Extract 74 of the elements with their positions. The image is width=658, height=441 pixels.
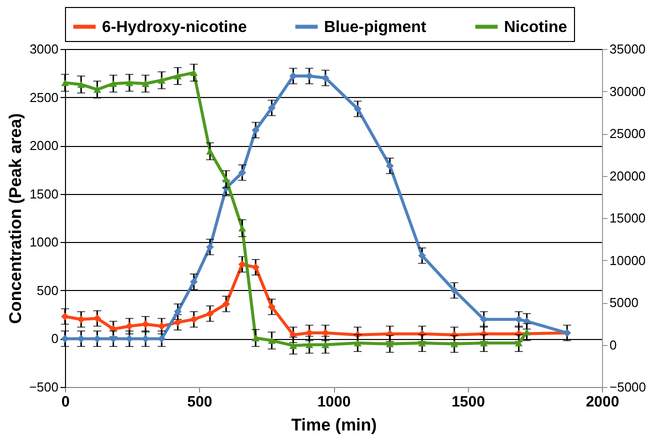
point — [354, 340, 362, 346]
point — [190, 278, 198, 286]
point — [386, 340, 394, 348]
point — [77, 81, 85, 88]
y2-tick-label: 35000 — [610, 42, 646, 56]
point — [206, 148, 214, 155]
point — [514, 340, 523, 346]
y-tick-label: 2500 — [30, 90, 58, 105]
point — [109, 80, 118, 87]
point — [77, 316, 85, 324]
y-tick-label: 0 — [51, 331, 58, 346]
x-tick-label: 1000 — [317, 394, 351, 410]
point — [126, 322, 134, 330]
point — [206, 310, 214, 318]
point — [522, 328, 531, 336]
point — [450, 340, 458, 348]
point — [450, 286, 458, 294]
point — [190, 316, 198, 324]
point — [418, 252, 426, 260]
point — [252, 263, 260, 272]
point — [289, 342, 298, 349]
y-tick-label: 1500 — [30, 186, 58, 202]
point — [61, 312, 69, 320]
point — [142, 320, 150, 328]
point — [142, 80, 150, 87]
point — [480, 340, 488, 346]
x-tick-label: 2000 — [586, 394, 620, 410]
point — [174, 72, 182, 80]
point — [174, 308, 182, 316]
y-tick-label: 1000 — [30, 234, 58, 250]
point — [190, 69, 198, 76]
point — [322, 74, 330, 82]
point — [268, 302, 276, 311]
y2-tick-label: 10000 — [610, 252, 646, 268]
y2-tick-label: −5000 — [610, 380, 646, 394]
x-axis-title: Time (min) — [291, 416, 377, 434]
y2-tick-label: 0 — [610, 337, 617, 352]
point — [386, 162, 394, 170]
point — [222, 300, 230, 308]
point — [93, 86, 102, 93]
point — [322, 341, 330, 348]
y2-tick-label: 5000 — [610, 295, 638, 310]
y-tick-label: 3000 — [30, 42, 58, 56]
x-tick-label: 500 — [187, 394, 212, 410]
y2-tick-label: 30000 — [610, 84, 646, 99]
point — [126, 79, 134, 86]
point — [418, 340, 426, 346]
point — [206, 243, 214, 251]
point — [238, 168, 246, 176]
y-tick-label: 500 — [36, 282, 58, 298]
point — [222, 176, 230, 182]
y-tick-label: −500 — [29, 380, 58, 394]
y2-tick-label: 25000 — [610, 126, 646, 141]
legend-label: 6-Hydroxy-nicotine — [102, 18, 248, 36]
point — [322, 329, 330, 337]
x-tick-label: 1500 — [452, 394, 485, 410]
y2-tick-label: 15000 — [610, 210, 646, 226]
point — [158, 76, 166, 84]
y-axis-title: Concentration (Peak area) — [6, 113, 26, 324]
point — [268, 337, 276, 344]
legend-label: Nicotine — [504, 18, 568, 36]
legend-label: Blue-pigment — [324, 18, 427, 36]
point — [174, 318, 182, 326]
point — [61, 79, 69, 86]
y-tick-label: 2000 — [30, 138, 58, 154]
point — [238, 224, 246, 232]
x-tick-label: 0 — [61, 394, 70, 410]
point — [268, 104, 276, 112]
point — [354, 105, 362, 113]
y2-tick-label: 20000 — [610, 168, 646, 184]
point — [305, 341, 314, 348]
point — [158, 322, 166, 330]
point — [252, 126, 260, 134]
point — [252, 334, 260, 342]
